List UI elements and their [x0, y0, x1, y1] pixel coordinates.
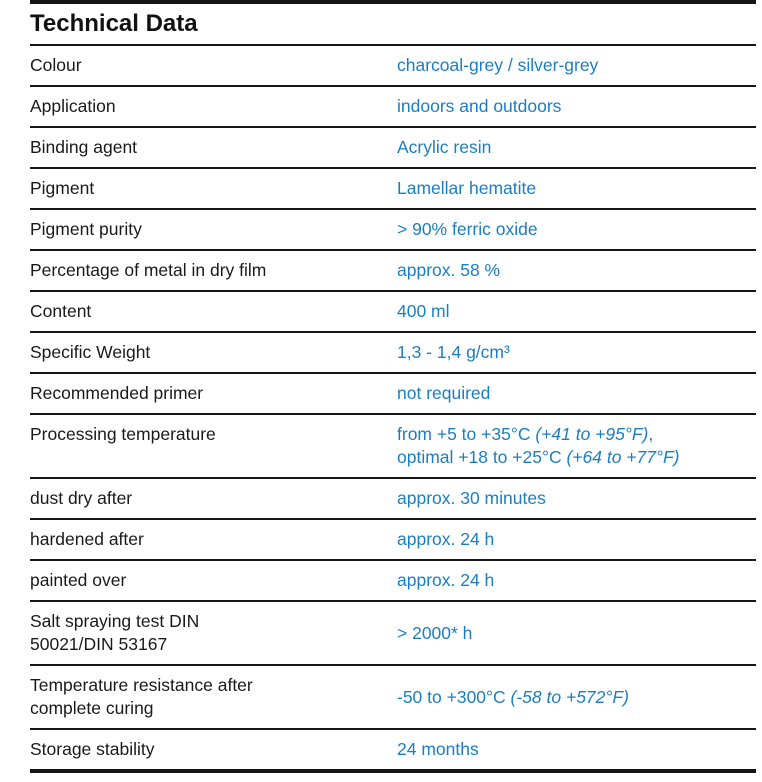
value-segment: -50 to +300°C: [397, 686, 511, 707]
table-row: Content 400 ml: [30, 292, 756, 333]
value-segment: charcoal-grey / silver-grey: [397, 55, 599, 75]
table-row: Colour charcoal-grey / silver-grey: [30, 46, 756, 87]
value-segment: > 90% ferric oxide: [397, 219, 538, 239]
row-value: -50 to +300°C (-58 to +572°F): [397, 686, 756, 709]
value-segment: from +5 to +35°C: [397, 424, 536, 444]
row-label: Temperature resistance after complete cu…: [30, 675, 253, 718]
table-header: Technical Data: [30, 4, 756, 46]
table-body: Colour charcoal-grey / silver-grey Applica…: [30, 46, 756, 773]
row-label: Application: [30, 96, 116, 116]
row-label: Recommended primer: [30, 383, 204, 403]
value-segment: approx. 58 %: [397, 260, 501, 280]
value-segment: not required: [397, 383, 491, 403]
row-label: Binding agent: [30, 137, 138, 157]
table-row: Specific Weight 1,3 - 1,4 g/cm³: [30, 333, 756, 374]
row-value: approx. 24 h: [397, 569, 756, 592]
row-label: Content: [30, 301, 92, 321]
row-label: Pigment purity: [30, 219, 142, 239]
row-label: Pigment: [30, 178, 95, 198]
value-segment: Acrylic resin: [397, 137, 492, 157]
row-label: Salt spraying test DIN 50021/DIN 53167: [30, 611, 200, 654]
row-value: > 2000* h: [397, 622, 756, 645]
value-segment: Lamellar hematite: [397, 178, 537, 198]
row-label: painted over: [30, 570, 127, 590]
row-value: from +5 to +35°C (+41 to +95°F), optimal …: [397, 423, 756, 469]
value-segment: indoors and outdoors: [397, 96, 562, 116]
row-value: 1,3 - 1,4 g/cm³: [397, 341, 756, 364]
row-label: Processing temperature: [30, 424, 216, 444]
value-segment-italic: (-58 to +572°F): [510, 686, 629, 707]
row-label: Specific Weight: [30, 342, 151, 362]
value-segment-italic: (+41 to +95°F): [535, 424, 649, 444]
value-segment: approx. 24 h: [397, 570, 495, 590]
row-label: hardened after: [30, 529, 144, 549]
table-row: Binding agent Acrylic resin: [30, 128, 756, 169]
table-row: Storage stability 24 months: [30, 730, 756, 773]
row-value: approx. 24 h: [397, 528, 756, 551]
row-value: indoors and outdoors: [397, 95, 756, 118]
row-value: approx. 30 minutes: [397, 487, 756, 510]
table-row: Salt spraying test DIN 50021/DIN 53167 > …: [30, 602, 756, 666]
table-row: dust dry after approx. 30 minutes: [30, 479, 756, 520]
row-value: > 90% ferric oxide: [397, 218, 756, 241]
row-value: charcoal-grey / silver-grey: [397, 54, 756, 77]
table-row: Percentage of metal in dry film approx. 5…: [30, 251, 756, 292]
value-segment: 1,3 - 1,4 g/cm³: [397, 342, 510, 362]
row-value: Acrylic resin: [397, 136, 756, 159]
table-row: Processing temperature from +5 to +35°C (…: [30, 415, 756, 479]
table-row: Pigment Lamellar hematite: [30, 169, 756, 210]
page-title: Technical Data: [30, 10, 198, 37]
row-value: not required: [397, 382, 756, 405]
table-row: Pigment purity > 90% ferric oxide: [30, 210, 756, 251]
value-segment: approx. 24 h: [397, 529, 495, 549]
value-segment: 400 ml: [397, 301, 450, 321]
row-label: Storage stability: [30, 739, 155, 759]
table-row: painted over approx. 24 h: [30, 561, 756, 602]
technical-data-sheet: Technical Data Colour charcoal-grey / sil…: [30, 0, 756, 773]
value-segment: optimal +18 to +25°C: [397, 447, 567, 467]
table-row: Recommended primer not required: [30, 374, 756, 415]
row-label: Percentage of metal in dry film: [30, 260, 267, 280]
value-segment: > 2000* h: [397, 622, 473, 643]
row-value: Lamellar hematite: [397, 177, 756, 200]
row-value: 400 ml: [397, 300, 756, 323]
value-segment: approx. 30 minutes: [397, 488, 546, 508]
row-label: dust dry after: [30, 488, 133, 508]
table-row: hardened after approx. 24 h: [30, 520, 756, 561]
value-segment-italic: (+64 to +77°F): [566, 447, 680, 467]
row-value: approx. 58 %: [397, 259, 756, 282]
value-segment: 24 months: [397, 739, 479, 759]
table-row: Application indoors and outdoors: [30, 87, 756, 128]
row-label: Colour: [30, 55, 82, 75]
row-value: 24 months: [397, 738, 756, 761]
table-row: Temperature resistance after complete cu…: [30, 666, 756, 730]
value-segment: ,: [648, 424, 654, 444]
